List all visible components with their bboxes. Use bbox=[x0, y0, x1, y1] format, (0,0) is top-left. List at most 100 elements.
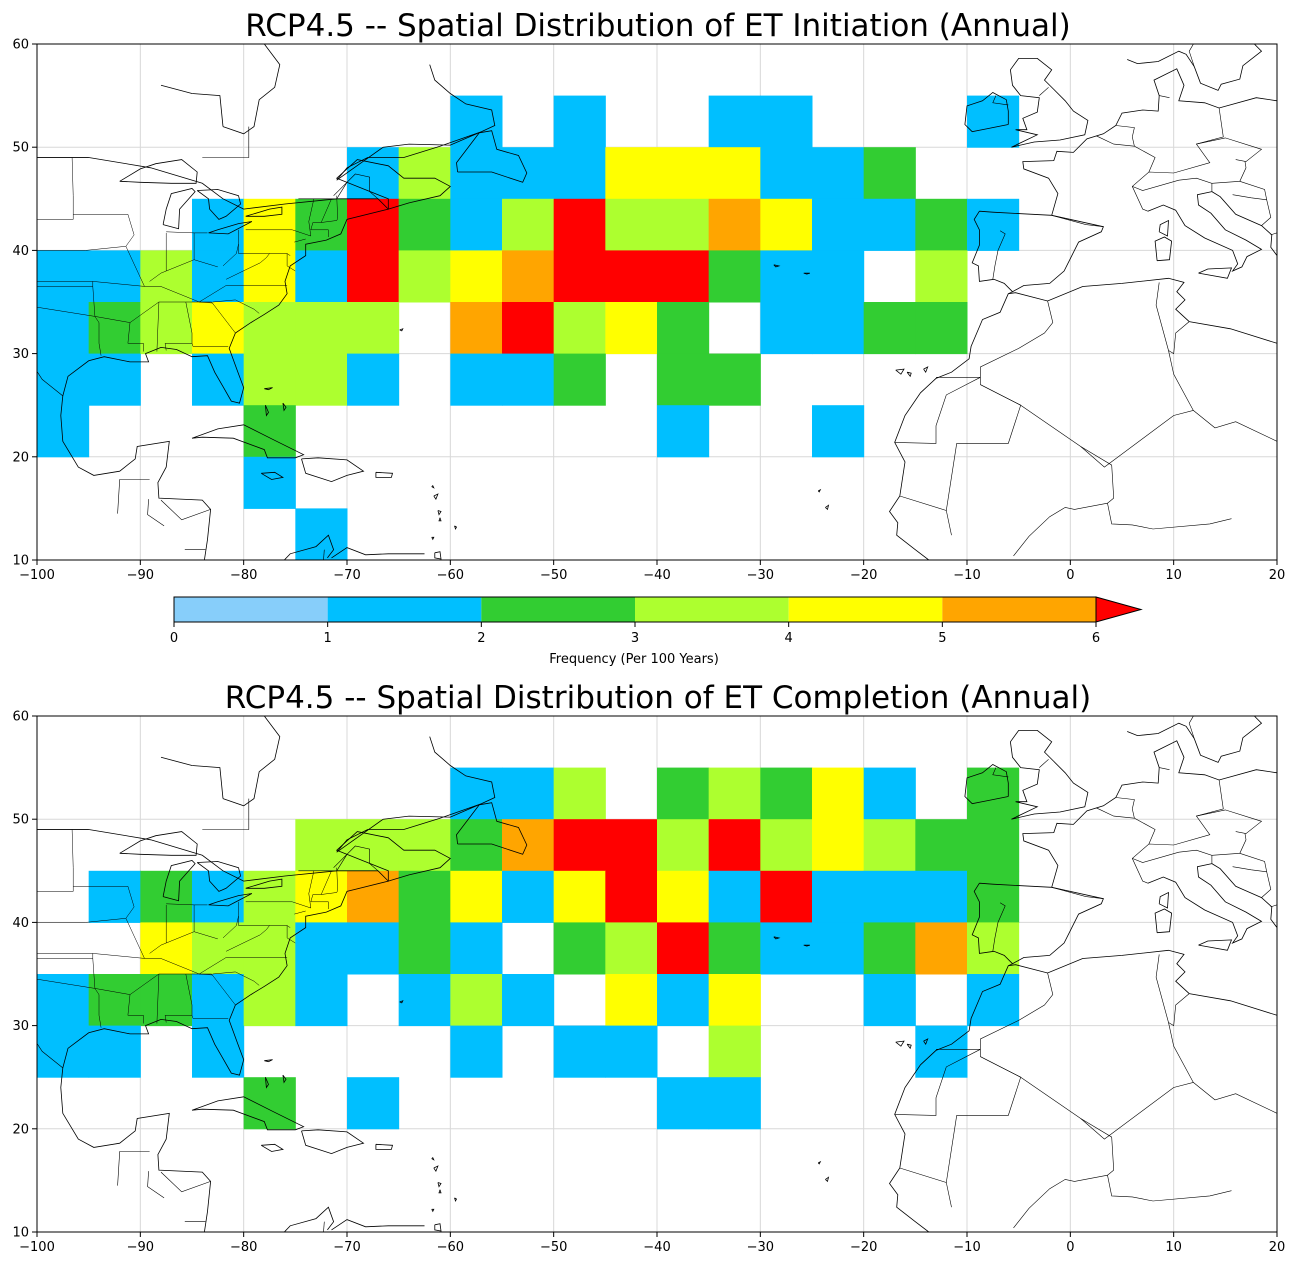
heatmap-cell bbox=[295, 198, 348, 251]
coastline bbox=[208, 221, 253, 235]
state-border bbox=[199, 301, 213, 304]
state-border bbox=[238, 229, 291, 256]
country-border bbox=[160, 1171, 211, 1193]
heatmap-cell bbox=[88, 974, 141, 1027]
heatmap-cell bbox=[915, 250, 968, 303]
coastline bbox=[1127, 716, 1263, 763]
heatmap-cell bbox=[398, 198, 451, 251]
heatmap-cell bbox=[708, 198, 761, 251]
heatmap-cell bbox=[967, 198, 1020, 251]
colorbar-bin bbox=[327, 597, 482, 622]
heatmap-cell bbox=[347, 198, 400, 251]
heatmap-cell bbox=[295, 302, 348, 355]
state-border bbox=[286, 925, 296, 944]
heatmap-cell bbox=[37, 1025, 90, 1078]
initiation-map-y-axis: 10 20 30 40 50 60 bbox=[12, 38, 37, 569]
colorbar-bin bbox=[942, 597, 1096, 622]
heatmap-cell bbox=[657, 353, 710, 406]
heatmap-cell bbox=[450, 353, 503, 406]
country-border bbox=[1080, 282, 1194, 468]
heatmap-cell bbox=[243, 974, 296, 1027]
heatmap-cell bbox=[708, 1077, 761, 1130]
country-border bbox=[333, 854, 348, 868]
heatmap-cell bbox=[915, 819, 968, 872]
country-border bbox=[1115, 125, 1135, 137]
heatmap-cell bbox=[657, 198, 710, 251]
heatmap-cell bbox=[553, 1025, 606, 1078]
country-border bbox=[117, 1151, 150, 1186]
state-border bbox=[191, 343, 229, 347]
x-tick-label: −50 bbox=[540, 568, 567, 583]
country-border bbox=[946, 510, 952, 536]
heatmap-cell bbox=[708, 250, 761, 303]
x-tick-label: 0 bbox=[1066, 1240, 1074, 1255]
heatmap-cell bbox=[760, 147, 813, 200]
x-tick-label: −40 bbox=[643, 568, 670, 583]
heatmap-cell bbox=[605, 250, 658, 303]
heatmap-cell bbox=[915, 870, 968, 923]
heatmap-cell bbox=[37, 405, 90, 458]
coastline bbox=[971, 882, 1104, 965]
coastline bbox=[336, 736, 496, 853]
coastline bbox=[331, 1219, 425, 1231]
state-border bbox=[166, 931, 218, 944]
y-tick-label: 60 bbox=[12, 710, 29, 725]
colorbar-tick-label: 2 bbox=[477, 631, 485, 646]
country-border bbox=[147, 499, 165, 527]
heatmap-cell bbox=[502, 767, 555, 820]
country-border bbox=[323, 549, 325, 560]
coastline bbox=[1198, 267, 1233, 279]
coastline bbox=[260, 1143, 284, 1152]
coastline bbox=[206, 534, 335, 560]
x-tick-label: −40 bbox=[643, 1240, 670, 1255]
heatmap-cell bbox=[502, 250, 555, 303]
coastline bbox=[454, 525, 458, 531]
heatmap-cell bbox=[88, 302, 141, 355]
country-border bbox=[1270, 896, 1277, 908]
country-border bbox=[1051, 215, 1104, 227]
coastline bbox=[282, 402, 287, 412]
coastline bbox=[923, 366, 929, 374]
state-border bbox=[37, 829, 74, 892]
heatmap-cell bbox=[657, 1077, 710, 1130]
heatmap-cell bbox=[347, 819, 400, 872]
country-border bbox=[1193, 1082, 1277, 1114]
x-tick-label: 20 bbox=[1269, 1240, 1286, 1255]
state-border bbox=[310, 220, 337, 231]
coastline bbox=[162, 188, 196, 230]
state-border bbox=[149, 904, 167, 954]
heatmap-cell bbox=[708, 922, 761, 975]
heatmap-cell bbox=[553, 819, 606, 872]
heatmap-cell bbox=[967, 870, 1020, 923]
coastline bbox=[906, 1043, 912, 1050]
coastline bbox=[1158, 891, 1169, 909]
heatmap-cell bbox=[760, 250, 813, 303]
colorbar-tick-label: 5 bbox=[938, 631, 946, 646]
heatmap-cell bbox=[605, 302, 658, 355]
heatmap-cell bbox=[243, 198, 296, 251]
heatmap-cell bbox=[863, 922, 916, 975]
coastline bbox=[119, 159, 198, 184]
country-border bbox=[1039, 87, 1049, 96]
heatmap-cell bbox=[243, 302, 296, 355]
heatmap-cell bbox=[398, 819, 451, 872]
colorbar-tick-label: 1 bbox=[324, 631, 332, 646]
coastline bbox=[895, 368, 905, 375]
heatmap-cell bbox=[553, 353, 606, 406]
heatmap-cell bbox=[708, 870, 761, 923]
heatmap-cell bbox=[657, 922, 710, 975]
heatmap-cell bbox=[708, 974, 761, 1027]
heatmap-cell bbox=[347, 250, 400, 303]
coastline bbox=[433, 1165, 439, 1172]
country-border bbox=[1232, 866, 1267, 873]
state-border bbox=[336, 867, 338, 893]
coastline bbox=[206, 1206, 335, 1232]
heatmap-cell bbox=[760, 819, 813, 872]
heatmap-cell bbox=[243, 870, 296, 923]
country-border bbox=[1168, 993, 1190, 1027]
heatmap-cell bbox=[760, 198, 813, 251]
heatmap-cell bbox=[295, 819, 348, 872]
heatmap-cell bbox=[708, 95, 761, 148]
coastline bbox=[964, 92, 1009, 133]
heatmap-cell bbox=[863, 767, 916, 820]
